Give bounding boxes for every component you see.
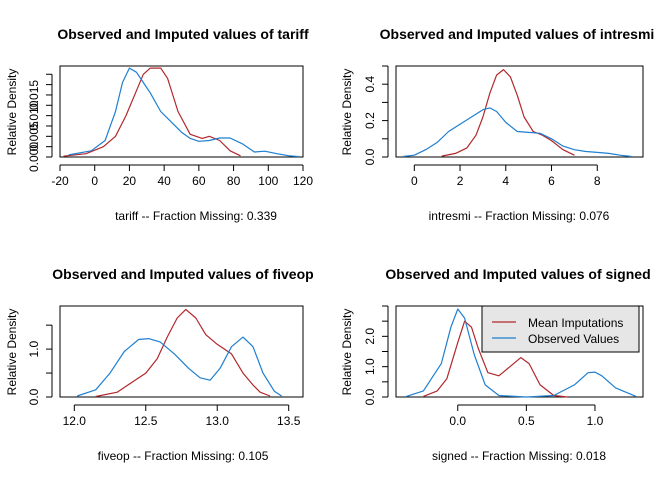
panel-signed: Observed and Imputed values of signed si… bbox=[340, 266, 651, 463]
y-tick-label: 1.0 bbox=[27, 340, 41, 357]
observed-density-line bbox=[402, 107, 632, 158]
panel-title: Observed and Imputed values of intresmi bbox=[380, 26, 655, 42]
x-tick-label: 0 bbox=[91, 174, 98, 188]
x-tick-label: -20 bbox=[51, 174, 69, 188]
x-tick-label: 20 bbox=[123, 174, 137, 188]
x-axis-label: signed -- Fraction Missing: 0.018 bbox=[432, 449, 606, 463]
plot-area-4: 0.0 0.5 1.0 0.0 1.0 2.0 bbox=[363, 305, 644, 428]
imputed-density-line bbox=[95, 308, 271, 398]
y-tick-label: 0.010 bbox=[27, 100, 41, 130]
legend: Mean Imputations Observed Values bbox=[481, 305, 640, 353]
y-tick-label: 0.4 bbox=[363, 76, 377, 93]
observed-density-line bbox=[405, 308, 637, 398]
panel-title: Observed and Imputed values of fiveop bbox=[52, 266, 313, 282]
x-tick-label: 6 bbox=[548, 174, 555, 188]
x-tick-label: 40 bbox=[157, 174, 171, 188]
x-tick-label: 2 bbox=[457, 174, 464, 188]
x-tick-label: 12.5 bbox=[134, 414, 158, 428]
imputed-density-line bbox=[63, 67, 241, 157]
x-axis-label: intresmi -- Fraction Missing: 0.076 bbox=[429, 209, 610, 223]
legend-label-observed: Observed Values bbox=[528, 332, 619, 346]
plot-area-3: 12.0 12.5 13.0 13.5 0.0 1.0 bbox=[27, 305, 304, 428]
y-tick-label: 0.2 bbox=[363, 112, 377, 129]
x-tick-label: 13.0 bbox=[206, 414, 230, 428]
panel-tariff: Observed and Imputed values of tariff ta… bbox=[5, 26, 309, 223]
x-tick-label: 0 bbox=[411, 174, 418, 188]
x-tick-label: 4 bbox=[502, 174, 509, 188]
x-tick-label: 1.0 bbox=[587, 414, 604, 428]
plot-area-2: 0 2 4 6 8 0.0 0.2 0.4 bbox=[363, 65, 644, 188]
y-tick-label: 0.005 bbox=[27, 121, 41, 151]
x-axis-label: tariff -- Fraction Missing: 0.339 bbox=[115, 209, 277, 223]
y-axis-label: Relative Density bbox=[340, 69, 354, 156]
x-axis-label: fiveop -- Fraction Missing: 0.105 bbox=[98, 449, 269, 463]
panel-fiveop: Observed and Imputed values of fiveop fi… bbox=[5, 266, 314, 463]
x-tick-label: 13.5 bbox=[277, 414, 301, 428]
x-tick-label: 12.0 bbox=[63, 414, 87, 428]
y-tick-label: 1.0 bbox=[363, 358, 377, 375]
x-tick-label: 80 bbox=[227, 174, 241, 188]
y-tick-label: 2.0 bbox=[363, 328, 377, 345]
observed-density-line bbox=[68, 67, 300, 158]
legend-box bbox=[481, 305, 640, 353]
y-tick-label: 0.0 bbox=[363, 148, 377, 165]
x-tick-label: 60 bbox=[192, 174, 206, 188]
legend-label-imputed: Mean Imputations bbox=[528, 316, 623, 330]
imputed-density-line bbox=[441, 69, 575, 157]
panel-intresmi: Observed and Imputed values of intresmi … bbox=[340, 26, 654, 223]
x-tick-label: 8 bbox=[594, 174, 601, 188]
y-tick-label: 0.015 bbox=[27, 80, 41, 110]
plot-frame bbox=[59, 305, 304, 398]
y-axis-label: Relative Density bbox=[340, 309, 354, 396]
x-tick-label: 120 bbox=[293, 174, 313, 188]
plot-frame bbox=[59, 65, 304, 158]
x-tick-label: 100 bbox=[258, 174, 278, 188]
y-axis-label: Relative Density bbox=[5, 309, 19, 396]
observed-density-line bbox=[77, 336, 282, 397]
panel-title: Observed and Imputed values of tariff bbox=[57, 26, 309, 42]
y-tick-label: 0.0 bbox=[363, 388, 377, 405]
y-tick-label: 0.000 bbox=[27, 142, 41, 172]
x-tick-label: 0.5 bbox=[518, 414, 535, 428]
imputed-density-line bbox=[423, 320, 568, 398]
plot-frame bbox=[395, 65, 644, 158]
y-tick-label: 0.0 bbox=[27, 388, 41, 405]
panel-title: Observed and Imputed values of signed bbox=[385, 266, 650, 282]
y-axis-label: Relative Density bbox=[5, 69, 19, 156]
x-tick-label: 0.0 bbox=[449, 414, 466, 428]
